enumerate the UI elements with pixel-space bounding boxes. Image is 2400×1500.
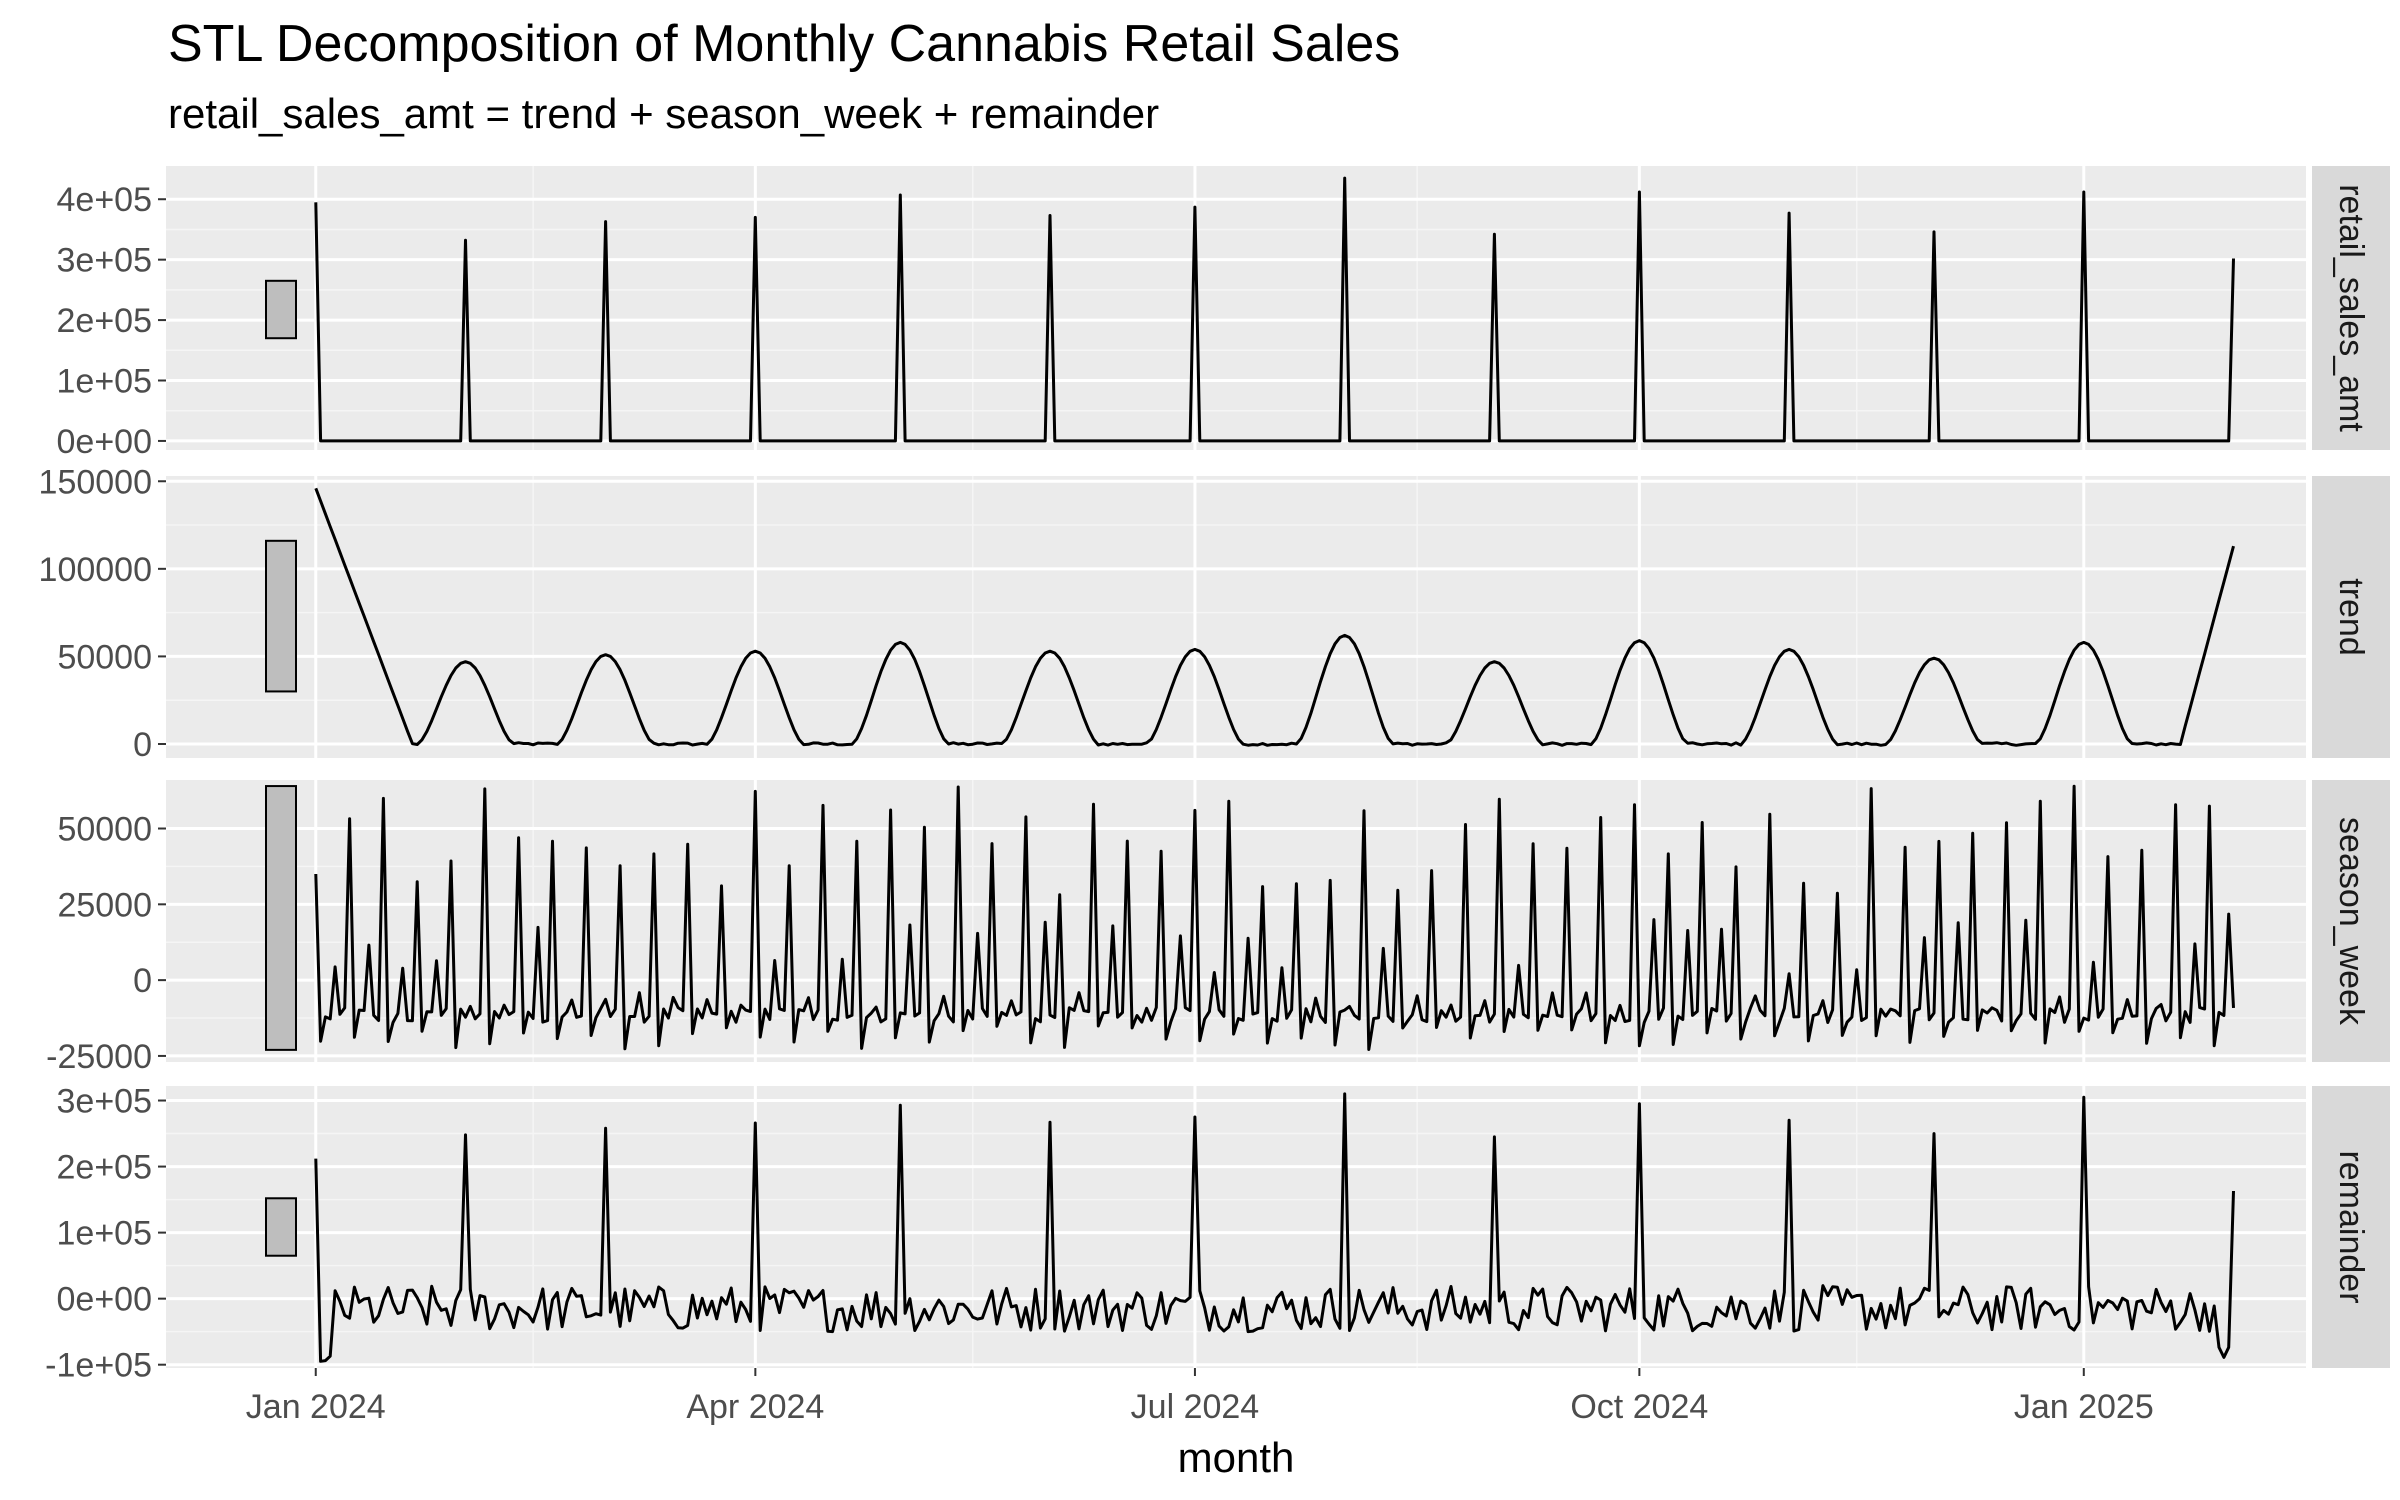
y-tick-label-retail_sales_amt: 4e+05 bbox=[57, 181, 153, 219]
strip-trend bbox=[2312, 476, 2390, 758]
series-line-remainder bbox=[314, 1092, 2235, 1363]
series-line-retail_sales_amt bbox=[314, 176, 2235, 443]
y-tick-label-season_week: -25000 bbox=[46, 1038, 152, 1076]
y-tick-label-remainder: 3e+05 bbox=[57, 1083, 153, 1121]
range-bar-remainder bbox=[265, 1197, 297, 1257]
y-tick-label-remainder: 2e+05 bbox=[57, 1149, 153, 1187]
x-tick-label: Jan 2024 bbox=[246, 1388, 386, 1426]
y-tick-label-retail_sales_amt: 2e+05 bbox=[57, 302, 153, 340]
range-bar-retail_sales_amt bbox=[265, 279, 297, 340]
x-tick-label: Oct 2024 bbox=[1570, 1388, 1708, 1426]
strip-retail_sales_amt bbox=[2312, 166, 2390, 450]
y-tick-label-season_week: 25000 bbox=[57, 886, 152, 924]
x-axis-title: month bbox=[1178, 1434, 1295, 1481]
y-tick-label-season_week: 0 bbox=[133, 962, 152, 1000]
strip-label-retail_sales_amt: retail_sales_amt bbox=[2332, 184, 2370, 432]
series-line-trend bbox=[314, 487, 2235, 747]
strip-label-remainder: remainder bbox=[2332, 1150, 2370, 1303]
y-tick-label-trend: 50000 bbox=[57, 638, 152, 676]
y-tick-label-retail_sales_amt: 0e+00 bbox=[57, 423, 153, 461]
chart-subtitle: retail_sales_amt = trend + season_week +… bbox=[168, 90, 1160, 137]
strip-label-season_week: season_week bbox=[2332, 817, 2370, 1026]
y-tick-label-retail_sales_amt: 1e+05 bbox=[57, 363, 153, 401]
strip-label-trend: trend bbox=[2332, 578, 2370, 656]
y-tick-label-trend: 100000 bbox=[39, 551, 152, 589]
y-tick-label-remainder: 1e+05 bbox=[57, 1215, 153, 1253]
y-tick-label-retail_sales_amt: 3e+05 bbox=[57, 242, 153, 280]
range-bar-season_week bbox=[265, 785, 297, 1051]
y-tick-label-remainder: 0e+00 bbox=[57, 1281, 153, 1319]
series-line-season_week bbox=[314, 784, 2235, 1051]
range-bar-trend bbox=[265, 539, 297, 693]
panel-background-retail_sales_amt bbox=[166, 166, 2306, 450]
chart-title: STL Decomposition of Monthly Cannabis Re… bbox=[168, 15, 1401, 73]
x-tick-label: Jul 2024 bbox=[1131, 1388, 1260, 1426]
strip-remainder bbox=[2312, 1086, 2390, 1368]
panel-background-trend bbox=[166, 476, 2306, 758]
y-tick-label-trend: 150000 bbox=[39, 463, 152, 501]
x-tick-label: Jan 2025 bbox=[2014, 1388, 2154, 1426]
y-tick-label-remainder: -1e+05 bbox=[45, 1347, 152, 1385]
y-tick-label-trend: 0 bbox=[133, 726, 152, 764]
panel-background-remainder bbox=[166, 1086, 2306, 1368]
x-tick-label: Apr 2024 bbox=[686, 1388, 824, 1426]
y-tick-label-season_week: 50000 bbox=[57, 811, 152, 849]
strip-season_week bbox=[2312, 780, 2390, 1062]
